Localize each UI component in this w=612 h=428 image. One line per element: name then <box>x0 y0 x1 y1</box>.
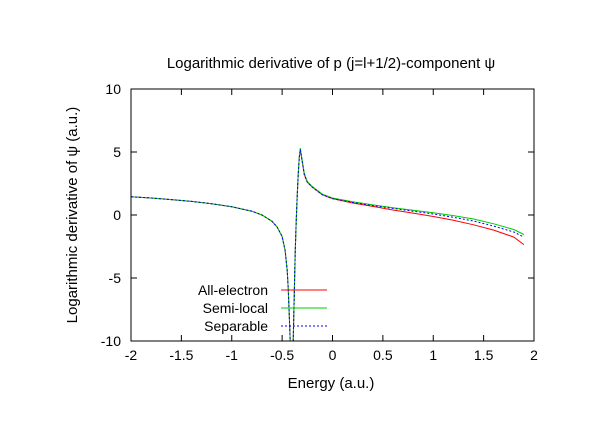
tick-labels: -2 -1.5 -1 -0.5 0 0.5 1 1.5 2 10 5 0 -5 -10 <box>101 81 538 363</box>
plot-frame <box>130 88 535 342</box>
series-line <box>299 148 525 235</box>
x-tick-label: 0.5 <box>373 347 393 363</box>
series-all-electron <box>130 149 525 342</box>
y-axis-label: Logarithmic derivative of ψ (a.u.) <box>64 107 81 324</box>
legend: All-electron Semi-local Separable <box>198 282 327 334</box>
series-line <box>299 149 525 238</box>
y-tick-label: 10 <box>105 81 121 97</box>
x-tick-label: -0.5 <box>270 347 294 363</box>
legend-label: All-electron <box>198 282 268 298</box>
y-tick-label: 5 <box>113 144 121 160</box>
x-axis-label: Energy (a.u.) <box>288 375 375 392</box>
plot-lines <box>130 148 525 342</box>
x-tick-label: 1.5 <box>474 347 494 363</box>
y-tick-label: -5 <box>109 270 122 286</box>
series-line <box>130 196 291 342</box>
chart-title: Logarithmic derivative of p (j=l+1/2)-co… <box>167 55 495 72</box>
series-line <box>299 149 525 246</box>
y-tick-label: 0 <box>113 207 121 223</box>
series-line <box>292 149 301 342</box>
series-separable <box>130 149 525 342</box>
y-tick-label: -10 <box>101 333 121 349</box>
legend-label: Semi-local <box>203 300 268 316</box>
x-tick-label: -1.5 <box>169 347 193 363</box>
axis-ticks <box>130 88 535 342</box>
series-semi-local <box>130 148 525 342</box>
x-tick-label: 1 <box>429 347 437 363</box>
x-tick-label: -1 <box>226 347 239 363</box>
x-tick-label: 2 <box>530 347 538 363</box>
legend-label: Separable <box>204 318 268 334</box>
x-tick-label: 0 <box>329 347 337 363</box>
x-tick-label: -2 <box>125 347 138 363</box>
